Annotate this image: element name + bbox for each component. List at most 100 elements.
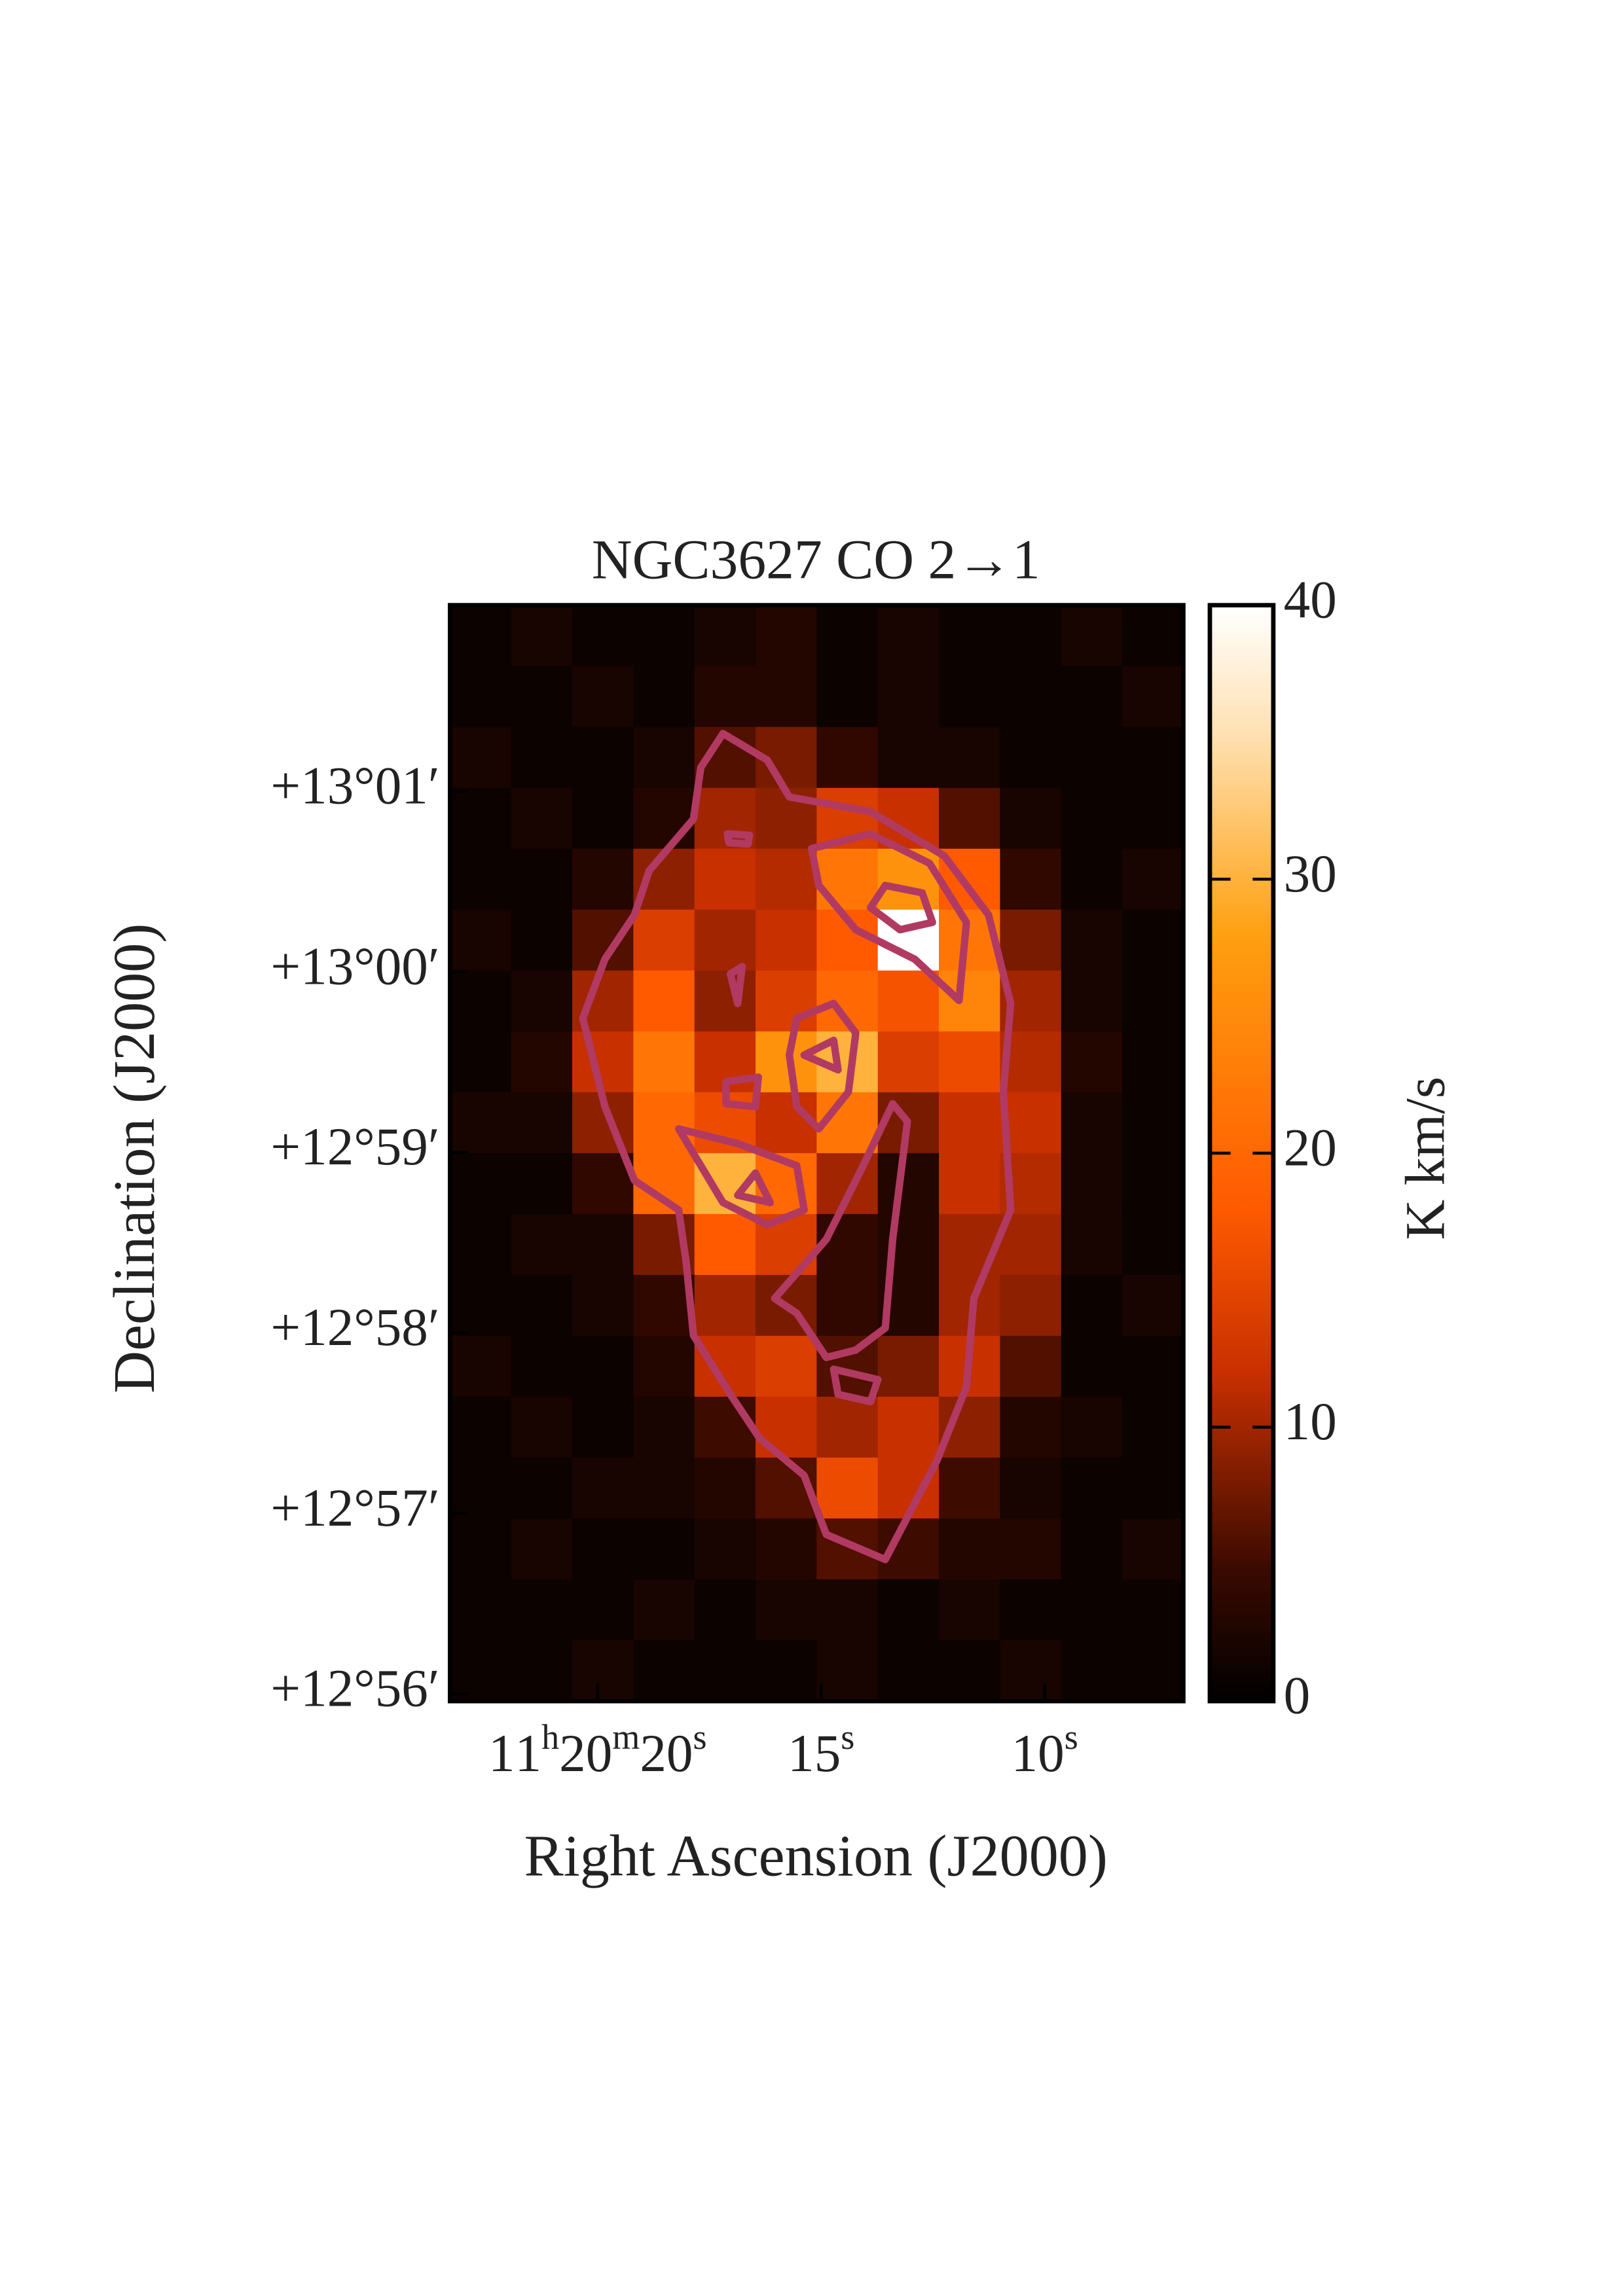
cell: [694, 970, 757, 1033]
cell: [1000, 1458, 1063, 1520]
cell: [1061, 787, 1123, 850]
cell: [450, 726, 513, 789]
cell: [511, 787, 574, 850]
cell: [633, 1396, 696, 1459]
tick-label-part: 2: [640, 1724, 666, 1783]
cell: [1000, 1092, 1063, 1155]
cell: [1061, 1458, 1123, 1520]
cell: [450, 1640, 513, 1702]
cell: [939, 726, 1001, 789]
cell: [1000, 1335, 1063, 1398]
cell: [939, 1640, 1001, 1702]
cell: [450, 1213, 513, 1276]
cell: [816, 1640, 879, 1702]
cell: [572, 605, 634, 668]
cell: [633, 970, 696, 1033]
cell: [816, 1335, 879, 1398]
tick-label-part: s: [693, 1717, 706, 1757]
y-tick-label: +13°01′: [270, 756, 439, 815]
tick-label-part: m: [612, 1717, 640, 1757]
cell: [633, 1640, 696, 1702]
cell: [756, 1031, 818, 1094]
cell: [450, 1031, 513, 1094]
cell: [633, 1458, 696, 1520]
cell: [939, 1092, 1001, 1155]
contour: [734, 1169, 775, 1207]
cell: [816, 605, 879, 668]
cell: [1122, 1274, 1184, 1337]
cell: [756, 1579, 818, 1641]
tick-label-part: h: [541, 1717, 559, 1757]
cell: [1000, 1579, 1063, 1641]
cell: [756, 666, 818, 728]
cell: [694, 848, 757, 911]
cell: [1000, 848, 1063, 911]
y-tick-label: +12°58′: [270, 1298, 439, 1357]
cell: [816, 1274, 879, 1337]
cell: [877, 848, 940, 911]
cell: [633, 666, 696, 728]
colorbar-tick-label: 10: [1284, 1392, 1337, 1451]
cell: [939, 970, 1001, 1033]
cell: [1122, 1579, 1184, 1641]
colorbar-tick-label: 30: [1284, 844, 1337, 903]
cell: [816, 726, 879, 789]
tick-label-part: 1: [788, 1724, 814, 1783]
cell: [1000, 605, 1063, 668]
cell: [756, 605, 818, 668]
cell: [511, 1518, 574, 1581]
tick-label-part: 0: [586, 1724, 613, 1783]
cell: [694, 1396, 757, 1459]
cell: [1061, 1335, 1123, 1398]
cell: [1061, 666, 1123, 728]
cell: [694, 1518, 757, 1581]
cell: [816, 848, 879, 911]
cell: [1122, 605, 1184, 668]
cell: [572, 726, 634, 789]
contour: [867, 882, 936, 934]
cell: [1122, 1213, 1184, 1276]
cell: [1122, 787, 1184, 850]
cell: [1061, 605, 1123, 668]
cell: [877, 970, 940, 1033]
cell: [633, 1518, 696, 1581]
y-tick-label: +12°59′: [270, 1117, 439, 1176]
cell: [633, 1031, 696, 1094]
cell: [694, 1274, 757, 1337]
cell: [756, 1092, 818, 1155]
contour: [723, 830, 754, 848]
tick-label-part: s: [841, 1717, 854, 1757]
cell: [1122, 1458, 1184, 1520]
cell: [572, 1579, 634, 1641]
cell: [816, 1213, 879, 1276]
cell: [939, 1153, 1001, 1215]
cell: [756, 1518, 818, 1581]
cell: [877, 1335, 940, 1398]
tick-label-part: 1: [515, 1724, 542, 1783]
cell: [511, 1458, 574, 1520]
cell: [939, 1458, 1001, 1520]
cell: [450, 1458, 513, 1520]
cell: [572, 1213, 634, 1276]
cell: [450, 970, 513, 1033]
cell: [1061, 1396, 1123, 1459]
cell: [1061, 970, 1123, 1033]
cell: [816, 1458, 879, 1520]
cell: [756, 1335, 818, 1398]
tick-label-part: 0: [1038, 1724, 1065, 1783]
cell: [511, 1153, 574, 1215]
cell: [877, 1396, 940, 1459]
cell: [511, 1092, 574, 1155]
cell: [450, 1153, 513, 1215]
cell: [511, 1335, 574, 1398]
cell: [511, 1274, 574, 1337]
cell: [694, 1640, 757, 1702]
cell: [877, 1640, 940, 1702]
tick-label-part: 0: [666, 1724, 693, 1783]
cell: [1122, 1518, 1184, 1581]
cell: [877, 666, 940, 728]
cell: [694, 1579, 757, 1641]
cell: [450, 666, 513, 728]
cell: [877, 1031, 940, 1094]
tick-label-part: 1: [488, 1724, 515, 1783]
